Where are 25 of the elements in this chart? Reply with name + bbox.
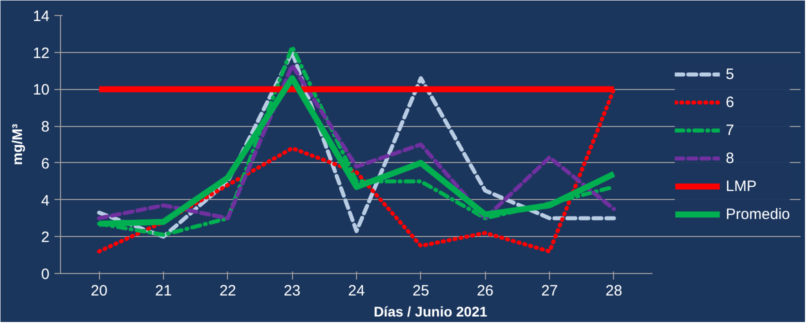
y-tick-label: 14	[32, 8, 50, 25]
legend-label: 8	[726, 150, 736, 166]
x-tick-label: 22	[219, 282, 236, 300]
legend-label: Promedio	[726, 206, 790, 222]
x-tick-label: 28	[606, 282, 622, 300]
x-tick-label: 26	[476, 282, 494, 300]
y-tick-label: 12	[32, 44, 50, 62]
legend-label: 7	[726, 122, 736, 138]
y-tick-label: 0	[41, 266, 50, 283]
y-axis-title: mg/M³	[8, 124, 25, 166]
legend-label: 5	[726, 66, 736, 82]
x-tick-label: 20	[90, 282, 108, 300]
x-tick-label: 27	[541, 282, 558, 300]
legend-label: LMP	[726, 178, 757, 194]
y-tick-label: 2	[41, 229, 50, 246]
y-tick-label: 8	[41, 118, 50, 136]
y-tick-label: 10	[32, 82, 50, 99]
x-tick-label: 21	[155, 282, 172, 300]
legend-label: 6	[726, 94, 736, 110]
x-axis-title: Días / Junio 2021	[374, 304, 488, 320]
x-tick-label: 23	[284, 282, 300, 300]
y-tick-label: 6	[41, 155, 50, 172]
x-tick-label: 25	[412, 282, 430, 300]
y-tick-label: 4	[41, 192, 50, 210]
x-tick-label: 24	[348, 282, 365, 300]
